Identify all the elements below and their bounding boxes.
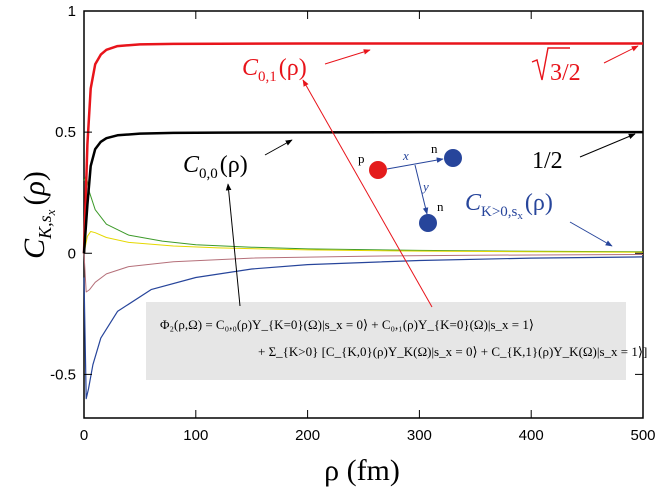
y-coord-label: y	[421, 179, 429, 194]
series-line-c-0-1-	[82, 42, 643, 254]
x-jacobi-arrow	[386, 157, 444, 170]
neutron-dot-1	[444, 149, 462, 167]
series-line-pink	[83, 253, 644, 293]
c00-formula-arrow	[225, 183, 241, 307]
series-line-c-0-0-	[82, 130, 643, 254]
neutron-dot-2	[419, 214, 437, 232]
y-tick-label: -0.5	[50, 366, 76, 383]
y-jacobi-arrow	[414, 164, 429, 215]
x-tick-label: 100	[183, 427, 208, 444]
x-tick-label: 400	[519, 427, 544, 444]
x-tick-label: 300	[407, 427, 432, 444]
y-tick-label: 0.5	[55, 124, 76, 141]
proton-label: p	[358, 151, 365, 166]
x-coord-label: x	[402, 148, 409, 163]
ck-arrow	[569, 221, 613, 247]
particle-inset: p n n x y	[358, 141, 462, 232]
x-tick-label: 500	[630, 427, 655, 444]
neutron-label-2: n	[437, 199, 444, 214]
svg-text:3/2: 3/2	[550, 60, 581, 86]
half-label: 1/2	[532, 148, 563, 174]
c00-arrow	[264, 139, 293, 156]
c00-label: C0,0(ρ)	[183, 152, 248, 182]
sqrt3-arrow	[603, 45, 639, 64]
y-tick-label: 1	[68, 3, 76, 20]
x-tick-label: 0	[80, 427, 88, 444]
neutron-label-1: n	[431, 141, 438, 156]
x-axis-label: ρ (fm)	[324, 454, 400, 487]
formula-line-1: Φ₂(ρ,Ω) = C₀,₀(ρ)Y_{K=0}(Ω)|s_x = 0⟩ + C…	[160, 317, 534, 332]
y-axis-label: CK,sx(ρ)	[18, 171, 58, 259]
x-tick-label: 200	[295, 427, 320, 444]
c01-arrow	[324, 49, 371, 65]
formula-line-2: + Σ_{K>0} [C_{K,0}(ρ)Y_K(Ω)|s_x = 0⟩ + C…	[258, 344, 647, 359]
y-tick-label: 0	[68, 245, 76, 262]
ck-label: CK>0,sx(ρ)	[465, 190, 553, 222]
axis-ticks: 0 100 200 300 400 500 -0.5 0 0.5 1	[50, 3, 655, 444]
series-line-c-k-0-s-x-	[83, 256, 644, 400]
c01-label: C0,1(ρ)	[242, 55, 307, 85]
formula-box	[146, 302, 626, 380]
series-group	[82, 42, 644, 400]
sqrt3-half-label: 3/2	[531, 47, 581, 86]
half-arrow	[579, 133, 636, 158]
proton-dot	[369, 161, 387, 179]
c01-formula-arrow	[302, 79, 433, 308]
svg-text:CK,sx(ρ): CK,sx(ρ)	[18, 171, 58, 259]
series-line-yellow	[83, 231, 644, 254]
